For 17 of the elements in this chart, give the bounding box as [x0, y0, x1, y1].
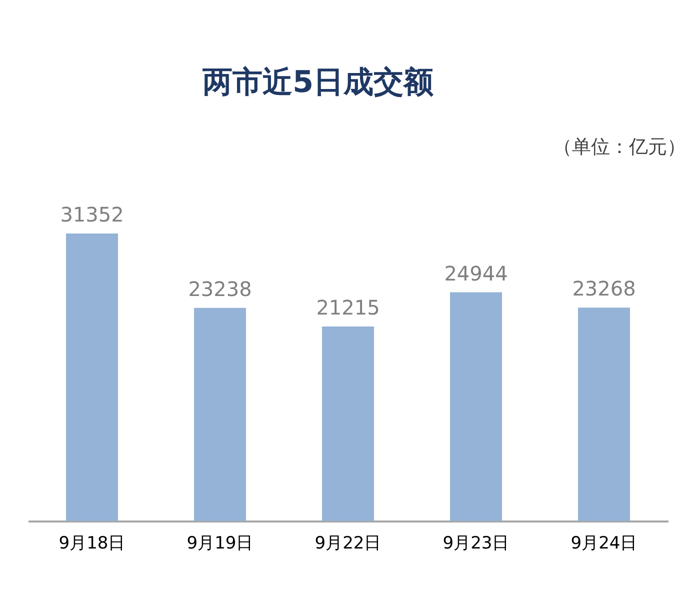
bar	[450, 292, 502, 521]
bar	[66, 234, 118, 521]
chart-title: 两市近5日成交额	[202, 65, 434, 100]
bar	[194, 308, 246, 521]
data-label: 24944	[444, 261, 508, 286]
x-tick-label: 9月24日	[570, 534, 638, 554]
bar	[578, 308, 630, 521]
x-tick-label: 9月19日	[186, 534, 254, 554]
bar	[322, 326, 374, 521]
data-label: 23238	[188, 276, 252, 301]
data-label: 23268	[572, 276, 636, 301]
x-tick-label: 9月23日	[442, 534, 510, 554]
x-tick-label: 9月22日	[314, 534, 382, 554]
x-tick-label: 9月18日	[58, 534, 126, 554]
data-label: 31352	[60, 202, 124, 226]
data-label: 21215	[316, 295, 380, 320]
text: （单位：亿元）	[553, 136, 686, 158]
